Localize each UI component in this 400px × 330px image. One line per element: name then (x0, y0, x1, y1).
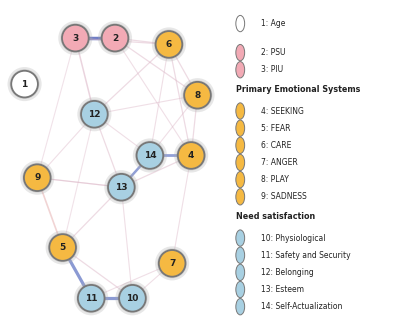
Circle shape (182, 80, 212, 110)
Text: 2: PSU: 2: PSU (261, 48, 286, 57)
Circle shape (180, 78, 214, 112)
Text: 10: 10 (126, 294, 139, 303)
Text: 6: CARE: 6: CARE (261, 141, 292, 150)
Circle shape (81, 101, 108, 128)
Circle shape (119, 285, 146, 312)
Circle shape (236, 281, 245, 298)
Text: 7: 7 (169, 259, 175, 268)
Circle shape (236, 62, 245, 78)
Text: 12: 12 (88, 110, 101, 119)
Circle shape (236, 264, 245, 280)
Circle shape (60, 23, 90, 53)
Circle shape (156, 31, 182, 58)
Circle shape (174, 138, 208, 173)
Text: 6: 6 (166, 40, 172, 49)
Circle shape (62, 25, 89, 51)
Text: 9: 9 (34, 173, 40, 182)
Text: 12: Belonging: 12: Belonging (261, 268, 314, 277)
Text: 3: PIU: 3: PIU (261, 65, 283, 74)
Text: 4: SEEKING: 4: SEEKING (261, 107, 304, 116)
Text: 7: ANGER: 7: ANGER (261, 158, 298, 167)
Circle shape (76, 283, 106, 313)
Circle shape (106, 172, 136, 202)
Text: Primary Emotional Systems: Primary Emotional Systems (236, 85, 361, 94)
Circle shape (115, 281, 150, 315)
Circle shape (74, 281, 108, 315)
Circle shape (24, 164, 50, 191)
Circle shape (78, 285, 104, 312)
Circle shape (102, 25, 128, 51)
Text: 2: 2 (112, 34, 118, 43)
Circle shape (236, 103, 245, 119)
Circle shape (236, 45, 245, 61)
Circle shape (154, 29, 184, 59)
Circle shape (77, 97, 112, 131)
Text: 4: 4 (188, 151, 194, 160)
Circle shape (236, 230, 245, 246)
Circle shape (20, 161, 54, 195)
Circle shape (176, 141, 206, 170)
Text: 13: Esteem: 13: Esteem (261, 285, 304, 294)
Circle shape (236, 154, 245, 171)
Circle shape (46, 230, 80, 265)
Text: 3: 3 (72, 34, 78, 43)
Text: 13: 13 (115, 183, 128, 192)
Circle shape (22, 163, 52, 193)
Text: 8: PLAY: 8: PLAY (261, 175, 289, 184)
Text: 8: 8 (194, 91, 201, 100)
Circle shape (49, 234, 76, 261)
Circle shape (236, 137, 245, 153)
Circle shape (80, 99, 109, 129)
Circle shape (178, 142, 204, 169)
Circle shape (155, 246, 189, 280)
Circle shape (236, 16, 245, 32)
Text: 14: Self-Actualization: 14: Self-Actualization (261, 302, 342, 311)
Circle shape (159, 250, 186, 277)
Circle shape (10, 69, 40, 99)
Circle shape (58, 21, 92, 55)
Text: 1: 1 (22, 80, 28, 88)
Circle shape (236, 189, 245, 205)
Circle shape (100, 23, 130, 53)
Circle shape (135, 141, 165, 170)
Circle shape (108, 174, 135, 201)
Circle shape (48, 233, 78, 262)
Circle shape (184, 82, 211, 109)
Circle shape (157, 248, 187, 278)
Circle shape (98, 21, 132, 55)
Text: Need satisfaction: Need satisfaction (236, 212, 316, 221)
Text: 10: Physiological: 10: Physiological (261, 234, 326, 243)
Text: 1: Age: 1: Age (261, 19, 286, 28)
Text: 9: SADNESS: 9: SADNESS (261, 192, 307, 201)
Circle shape (133, 138, 167, 173)
Circle shape (136, 142, 163, 169)
Text: 5: FEAR: 5: FEAR (261, 124, 291, 133)
Circle shape (236, 120, 245, 136)
Circle shape (8, 67, 42, 101)
Circle shape (236, 299, 245, 315)
Circle shape (104, 170, 138, 204)
Text: 11: Safety and Security: 11: Safety and Security (261, 251, 351, 260)
Circle shape (236, 172, 245, 188)
Circle shape (11, 71, 38, 97)
Text: 11: 11 (85, 294, 98, 303)
Circle shape (152, 27, 186, 61)
Text: 5: 5 (60, 243, 66, 252)
Circle shape (236, 247, 245, 263)
Text: 14: 14 (144, 151, 156, 160)
Circle shape (118, 283, 147, 313)
